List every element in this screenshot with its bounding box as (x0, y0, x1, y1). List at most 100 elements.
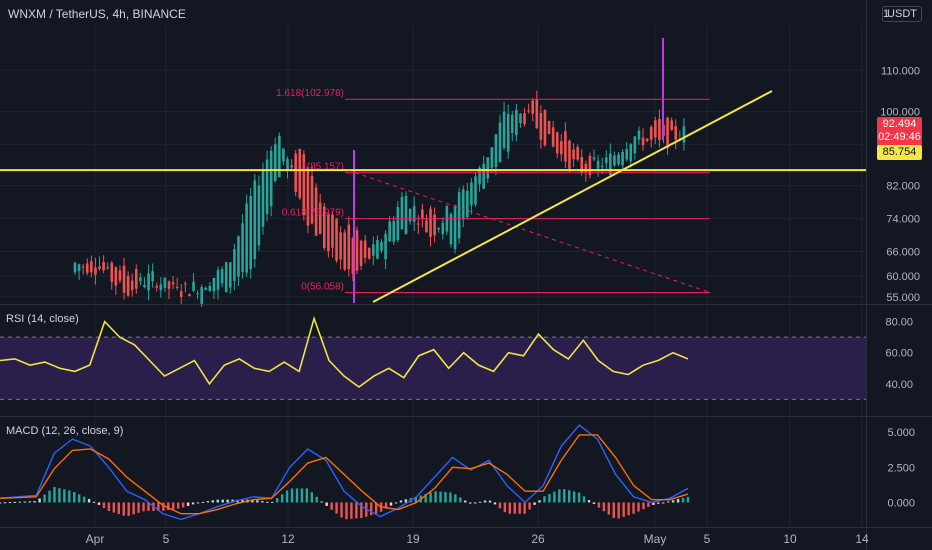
candle-body (228, 262, 232, 288)
macd-histogram-bar (647, 502, 650, 507)
macd-histogram-bar (558, 489, 561, 503)
candle-body (376, 239, 379, 259)
time-tick-label: 26 (531, 532, 545, 546)
macd-histogram-bar (3, 502, 7, 504)
macd-histogram-bar (191, 502, 195, 505)
symbol-title[interactable]: WNXM / TetherUS, 4h, BINANCE (8, 7, 186, 21)
last-price-value: 92.494 (882, 118, 917, 130)
macd-histogram-bar (632, 502, 635, 514)
candle-body (523, 113, 526, 125)
macd-histogram-bar (350, 502, 353, 519)
macd-histogram-bar (513, 502, 516, 514)
macd-histogram-bar (602, 502, 606, 512)
macd-histogram-bar (43, 494, 46, 503)
macd-histogram-bar (553, 491, 556, 503)
macd-histogram-bar (325, 502, 328, 506)
candle-body (73, 262, 77, 273)
macd-histogram-bar (216, 499, 219, 503)
macd-histogram-bar (577, 492, 581, 503)
candle-body (645, 138, 649, 142)
macd-histogram-bar (488, 500, 492, 503)
macd-histogram-bar (53, 487, 56, 503)
candle-body (327, 213, 330, 252)
candle-body (588, 155, 592, 175)
candle-body (212, 278, 216, 292)
macd-histogram-bar (508, 502, 512, 514)
macd-histogram-bar (186, 502, 190, 506)
candle-body (102, 262, 105, 271)
macd-tick-label: 2.500 (887, 462, 915, 474)
macd-histogram-bar (295, 488, 299, 503)
candle-body (498, 122, 502, 163)
macd-histogram-bar (449, 492, 452, 503)
candle-body (204, 287, 208, 291)
candle-body (302, 154, 306, 216)
candle-body (641, 137, 645, 146)
macd-histogram-bar (181, 502, 185, 508)
macd-histogram-bar (256, 500, 259, 503)
trendline (372, 90, 773, 303)
candle-body (372, 244, 375, 256)
candle-body (474, 176, 477, 205)
macd-histogram-bar (157, 502, 160, 511)
macd-histogram-bar (167, 502, 170, 511)
candle-body (649, 126, 653, 140)
macd-histogram-bar (137, 502, 140, 513)
macd-histogram-bar (8, 502, 12, 504)
macd-histogram-bar (493, 502, 497, 505)
candle-body (674, 126, 678, 140)
macd-histogram-bar (498, 502, 502, 509)
candle-body (220, 269, 224, 284)
macd-histogram-bar (172, 502, 175, 510)
candle-body (85, 263, 89, 273)
candle-body (282, 148, 285, 162)
macd-histogram-bar (483, 500, 487, 503)
rsi-tick-label: 80.00 (885, 317, 913, 329)
candle-body (241, 223, 244, 272)
candle-body (654, 120, 657, 138)
candle-body (425, 220, 428, 233)
rsi-line (0, 315, 689, 388)
macd-histogram-bar (280, 494, 284, 503)
candle-body (531, 100, 535, 114)
macd-histogram-bar (370, 502, 373, 516)
candle-body (253, 180, 257, 259)
price-tick-label: 66.000 (886, 247, 920, 259)
macd-histogram-bar (340, 502, 343, 518)
candle-body (486, 157, 490, 179)
price-tick-label: 82.000 (886, 181, 920, 193)
candle-body (179, 291, 183, 297)
macd-histogram-bar (335, 502, 338, 514)
candle-body (114, 267, 118, 286)
macd-histogram-bar (147, 502, 150, 511)
support-price-tag: 85.754 (877, 145, 922, 160)
candle-body (457, 192, 461, 239)
candle-body (94, 267, 97, 275)
last-price-tag: 92.494 02:49:46 (877, 117, 922, 146)
candle-body (658, 119, 661, 140)
macd-histogram-bar (211, 500, 215, 503)
macd-histogram-bar (92, 501, 96, 503)
macd-histogram-bar (117, 502, 120, 515)
currency-unit-button[interactable]: USDT (882, 6, 922, 22)
candle-body (429, 208, 432, 237)
macd-histogram-bar (82, 496, 86, 503)
rsi-tick-label: 40.00 (885, 379, 913, 391)
candle-body (184, 283, 187, 285)
macd-histogram-bar (548, 493, 551, 503)
macd-histogram-bar (23, 501, 26, 503)
rsi-label[interactable]: RSI (14, close) (6, 313, 79, 325)
macd-histogram-bar (667, 501, 670, 503)
price-tick-label: 60.000 (886, 271, 920, 283)
candle-body (560, 141, 563, 155)
macd-histogram-bar (439, 491, 442, 503)
candle-body (396, 207, 400, 241)
macd-histogram-bar (533, 502, 536, 505)
macd-label[interactable]: MACD (12, 26, close, 9) (6, 425, 124, 437)
candle-body (604, 157, 608, 164)
candle-body (519, 113, 522, 124)
macd-histogram-bar (13, 501, 17, 503)
macd-histogram-bar (627, 502, 630, 516)
candle-body (249, 195, 253, 270)
